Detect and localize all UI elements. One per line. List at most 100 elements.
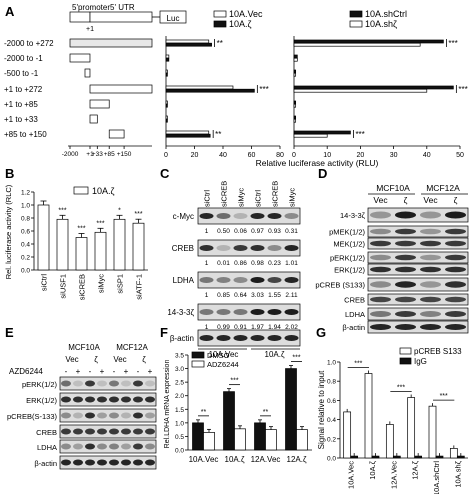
- g-bar-1: [456, 455, 465, 459]
- tss-label: +1: [86, 26, 94, 33]
- c-quant: 1.55: [268, 292, 281, 299]
- c-quant: 1.94: [268, 324, 281, 331]
- d-blot-box: [367, 237, 469, 250]
- b-x-label: siCREB: [78, 274, 87, 300]
- d-band: [445, 240, 466, 247]
- c-band: [284, 213, 299, 219]
- e-band: [109, 396, 119, 403]
- sig-mark: ***: [355, 130, 364, 139]
- b-bar: [113, 218, 126, 271]
- d-row-label: LDHA: [345, 310, 365, 319]
- c-quant: 1: [205, 292, 209, 299]
- c-band: [267, 277, 282, 283]
- construct-bar: [69, 38, 153, 48]
- c-band: [250, 245, 265, 251]
- e-band: [133, 396, 143, 403]
- x-tick-label: 20: [357, 152, 365, 159]
- d-band: [370, 324, 391, 330]
- legend-label: 10A.shζ: [365, 19, 397, 29]
- d-band: [370, 254, 391, 261]
- e-band: [73, 380, 83, 387]
- legend-label: 10A.Vec: [229, 9, 263, 19]
- g-sig: ***: [440, 393, 448, 400]
- e-band: [133, 412, 143, 419]
- g-legend: pCREB S133: [414, 347, 462, 356]
- c-band: [233, 245, 248, 251]
- g-bar-0: [449, 448, 458, 459]
- c-band: [267, 245, 282, 251]
- d-band: [370, 211, 391, 219]
- e-row-label: pCREB(S-133): [7, 412, 58, 421]
- e-band: [97, 396, 107, 403]
- d-blot-box: [367, 293, 469, 306]
- d-band: [395, 324, 416, 330]
- c-group-label: 10A.ζ: [265, 350, 285, 359]
- f-legend-swatch: [191, 360, 205, 368]
- bar-right_chart-0: [293, 130, 351, 135]
- g-bar-1: [392, 455, 401, 459]
- f-y-tick-label: 1.0: [175, 420, 184, 427]
- e-band: [97, 443, 107, 450]
- f-y-tick-label: 0.0: [175, 448, 184, 455]
- b-x-label: siUSF1: [59, 274, 68, 299]
- d-band: [395, 228, 416, 235]
- bar-left_chart-0: [165, 69, 168, 74]
- c-quant: 0.86: [234, 260, 247, 267]
- b-x-label: siSP1: [116, 274, 125, 294]
- bar-right_chart-1: [293, 72, 297, 77]
- d-row-label: pMEK(1/2): [329, 228, 365, 237]
- e-treatment: -: [137, 367, 140, 376]
- e-band: [145, 412, 155, 419]
- d-band: [445, 228, 466, 235]
- map-tick-label: +1: [86, 151, 94, 158]
- g-y-tick-label: 1.0: [327, 360, 336, 367]
- d-band: [370, 266, 391, 273]
- g-y-tick-label: 0.2: [327, 436, 336, 443]
- c-quant: 0.64: [234, 292, 247, 299]
- c-quant: 1: [205, 228, 209, 235]
- b-y-tick-label: 0.8: [21, 216, 30, 223]
- map-tick-label: -2000: [62, 151, 79, 158]
- c-lane-label: siMyc: [237, 188, 246, 207]
- d-blot-box: [367, 307, 469, 321]
- c-quant: 0.85: [217, 292, 230, 299]
- b-y-tick-label: 0.6: [21, 229, 30, 236]
- b-y-tick-label: 0.4: [21, 242, 30, 249]
- e-band: [73, 459, 83, 466]
- c-quant: 1: [205, 324, 209, 331]
- x-tick-label: 20: [191, 152, 199, 159]
- e-band: [109, 459, 119, 466]
- panel-letter-F: F: [160, 325, 168, 340]
- bar-right_chart-0: [293, 69, 297, 74]
- e-band: [121, 459, 131, 466]
- bar-left_chart-1: [165, 88, 255, 93]
- utr-label: 5' UTR: [110, 3, 135, 12]
- e-band: [145, 443, 155, 450]
- bar-left_chart-0: [165, 130, 210, 135]
- c-quant: 1: [205, 260, 209, 267]
- map-tick-label: +85: [104, 151, 115, 158]
- construct-label: +1 to +272: [4, 85, 43, 94]
- f-bar-0: [285, 368, 297, 451]
- bar-right_chart-1: [293, 57, 298, 62]
- d-band: [395, 266, 416, 273]
- c-band: [267, 309, 282, 315]
- f-bar-0: [192, 422, 204, 451]
- c-lane-label: siCtrl: [203, 190, 212, 207]
- b-legend-swatch: [73, 186, 89, 195]
- x-tick-label: 30: [390, 152, 398, 159]
- d-row-label: CREB: [344, 296, 365, 305]
- f-sig: ***: [292, 355, 300, 362]
- d-blot-box: [367, 263, 469, 276]
- e-band: [97, 380, 107, 387]
- c-row-label: LDHA: [173, 276, 195, 285]
- c-lane-label: siMyc: [288, 188, 297, 207]
- sig-mark: ***: [458, 85, 467, 94]
- g-sig: ***: [354, 361, 362, 368]
- g-x-label: 10A.shCtrl: [432, 461, 441, 494]
- panel-letter-B: B: [5, 166, 14, 181]
- b-y-tick-label: 1.2: [21, 190, 30, 197]
- bar-left_chart-1: [165, 42, 212, 47]
- g-x-label: 10A.ζ: [368, 460, 377, 479]
- e-blot-box: [59, 376, 157, 391]
